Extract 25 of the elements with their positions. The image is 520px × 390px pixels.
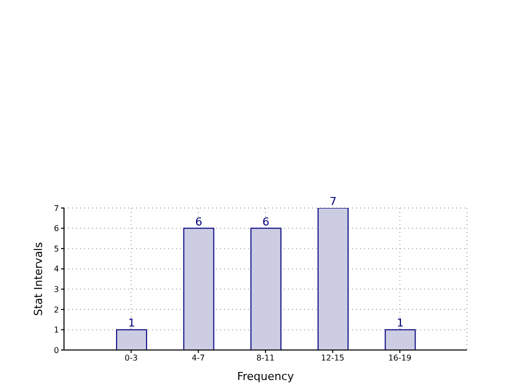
x-tick-label: 8-11 (256, 354, 275, 363)
data-label: 7 (330, 195, 337, 208)
y-tick-label: 7 (54, 204, 59, 213)
data-label: 1 (128, 316, 136, 330)
x-tick-label: 4-7 (192, 354, 205, 363)
bar (318, 208, 349, 350)
y-tick-label: 5 (54, 244, 59, 254)
bar (384, 329, 416, 350)
data-label: 6 (262, 215, 270, 228)
y-axis-title: Stat Intervals (32, 242, 45, 316)
y-tick-label: 3 (54, 284, 59, 294)
y-tick-label: 4 (54, 264, 59, 274)
bar (250, 228, 282, 350)
data-label: 6 (195, 215, 202, 228)
y-tick-label: 6 (54, 224, 59, 234)
x-tick-label: 12-15 (321, 354, 344, 363)
y-tick-label: 2 (54, 305, 59, 314)
bar (116, 329, 148, 350)
bar (183, 228, 214, 350)
data-label: 1 (396, 316, 404, 330)
y-tick-label: 1 (54, 326, 59, 335)
x-tick-label: 0-3 (124, 354, 138, 363)
x-tick-label: 16-19 (388, 354, 412, 363)
y-tick-label: 0 (54, 346, 59, 355)
x-axis-title: Frequency (237, 370, 294, 383)
